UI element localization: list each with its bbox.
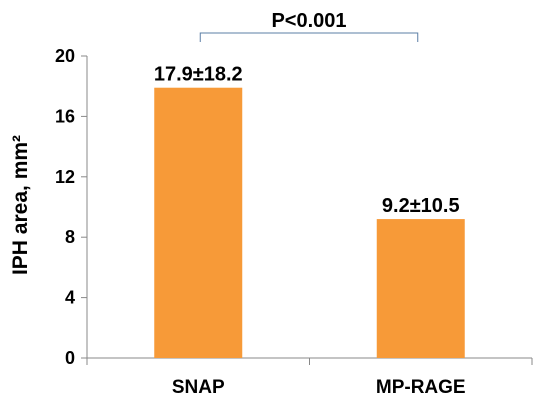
y-tick-label: 16 [55, 106, 75, 126]
y-tick-label: 8 [65, 227, 75, 247]
y-tick-label: 4 [65, 288, 75, 308]
data-label: 9.2±10.5 [382, 195, 460, 217]
y-axis-label: IPH area, mm² [9, 135, 32, 275]
bar-snap [154, 87, 243, 359]
data-labels: 17.9±18.2 9.2±10.5 [154, 64, 460, 217]
bracket-line [199, 32, 419, 42]
bars [154, 87, 465, 359]
data-label: 17.9±18.2 [154, 64, 243, 86]
significance-bracket: P<0.001 [199, 10, 419, 42]
x-tick-label: SNAP [172, 377, 225, 398]
bar-mp-rage [376, 219, 465, 358]
significance-label: P<0.001 [271, 10, 346, 32]
y-axis-ticks: 0 4 8 12 16 20 [55, 46, 87, 368]
y-tick-label: 12 [55, 167, 75, 187]
x-tick-label: MP-RAGE [376, 377, 466, 398]
axes [86, 56, 533, 365]
y-tick-label: 20 [55, 46, 75, 66]
y-tick-label: 0 [65, 348, 75, 368]
x-axis-labels: SNAP MP-RAGE [172, 377, 466, 398]
